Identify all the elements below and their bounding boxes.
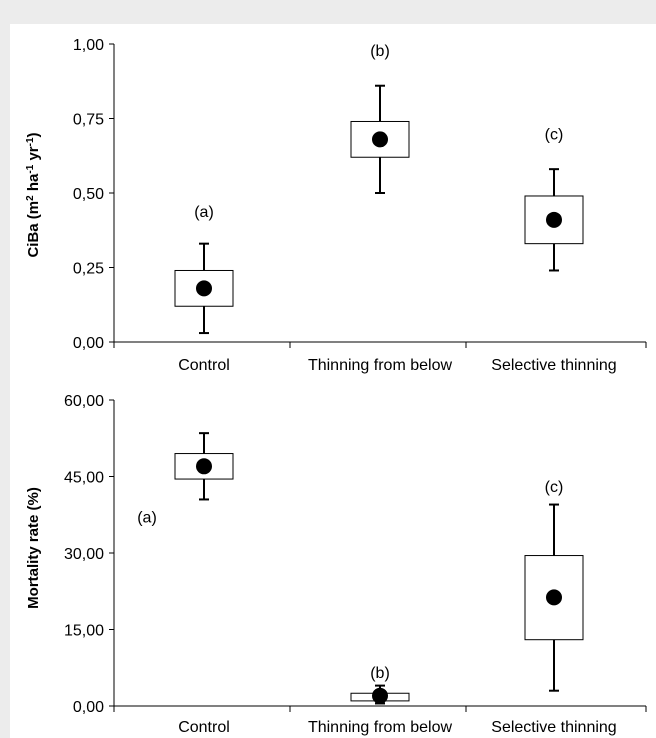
- bottom-box-2: (b): [350, 665, 410, 705]
- bottom-chart-panel: 0,00 15,00 30,00 45,00 60,00 Control Thinning …: [64, 393, 647, 736]
- figure: CiBa (m2 ha-1 yr-1) Mortality rate (%) 0…: [10, 24, 656, 738]
- mean-point: [372, 687, 388, 704]
- top-chart-panel: 0,00 0,25 0,50 0,75 1,00 Control Thinning from…: [73, 37, 647, 374]
- top-y-tick-label: 0,25: [73, 261, 104, 278]
- top-y-tick-label: 1,00: [73, 37, 104, 54]
- ylabel-sup3: -1: [25, 137, 36, 146]
- bottom-category-label: Selective thinning: [491, 719, 616, 736]
- ylabel-mid2: yr: [25, 146, 42, 165]
- ylabel-sup2: -1: [25, 164, 36, 173]
- iqr-box: [524, 555, 584, 641]
- ylabel-main: CiBa (m: [25, 201, 42, 258]
- mean-point: [196, 280, 212, 297]
- significance-group-label: (c): [545, 126, 564, 143]
- bottom-y-tick-label: 0,00: [73, 699, 104, 716]
- bottom-y-tick-label: 45,00: [64, 470, 104, 487]
- ylabel-end: ): [25, 132, 42, 137]
- significance-group-label: (c): [545, 479, 564, 496]
- top-y-tick-label: 0,75: [73, 112, 104, 129]
- bottom-box-1: (a): [137, 432, 234, 526]
- top-category-label: Thinning from below: [308, 357, 453, 374]
- ylabel-mid: ha: [25, 173, 42, 195]
- box-plot-figure: CiBa (m2 ha-1 yr-1) Mortality rate (%) 0…: [25, 37, 647, 736]
- top-box-3: (c): [524, 126, 584, 272]
- bottom-box-3: (c): [524, 479, 584, 692]
- iqr-box: [524, 195, 584, 245]
- bottom-y-tick-label: 60,00: [64, 393, 104, 410]
- significance-group-label: (a): [137, 509, 157, 526]
- mean-point: [196, 458, 212, 475]
- bottom-category-label: Control: [178, 719, 230, 736]
- significance-group-label: (a): [194, 204, 214, 221]
- top-box-1: (a): [174, 204, 234, 335]
- bottom-y-tick-label: 30,00: [64, 546, 104, 563]
- mean-point: [546, 211, 562, 228]
- top-category-label: Control: [178, 357, 230, 374]
- mean-point: [546, 589, 562, 606]
- bottom-chart-ylabel: Mortality rate (%): [25, 487, 42, 609]
- significance-group-label: (b): [370, 665, 390, 682]
- top-category-label: Selective thinning: [491, 357, 616, 374]
- bottom-y-tick-label: 15,00: [64, 623, 104, 640]
- top-box-2: (b): [350, 43, 410, 194]
- bottom-category-label: Thinning from below: [308, 719, 453, 736]
- mean-point: [372, 131, 388, 148]
- top-y-tick-label: 0,00: [73, 335, 104, 352]
- top-y-tick-label: 0,50: [73, 186, 104, 203]
- ylabel-sup1: 2: [25, 195, 36, 201]
- significance-group-label: (b): [370, 43, 390, 60]
- top-chart-ylabel: CiBa (m2 ha-1 yr-1): [25, 132, 43, 257]
